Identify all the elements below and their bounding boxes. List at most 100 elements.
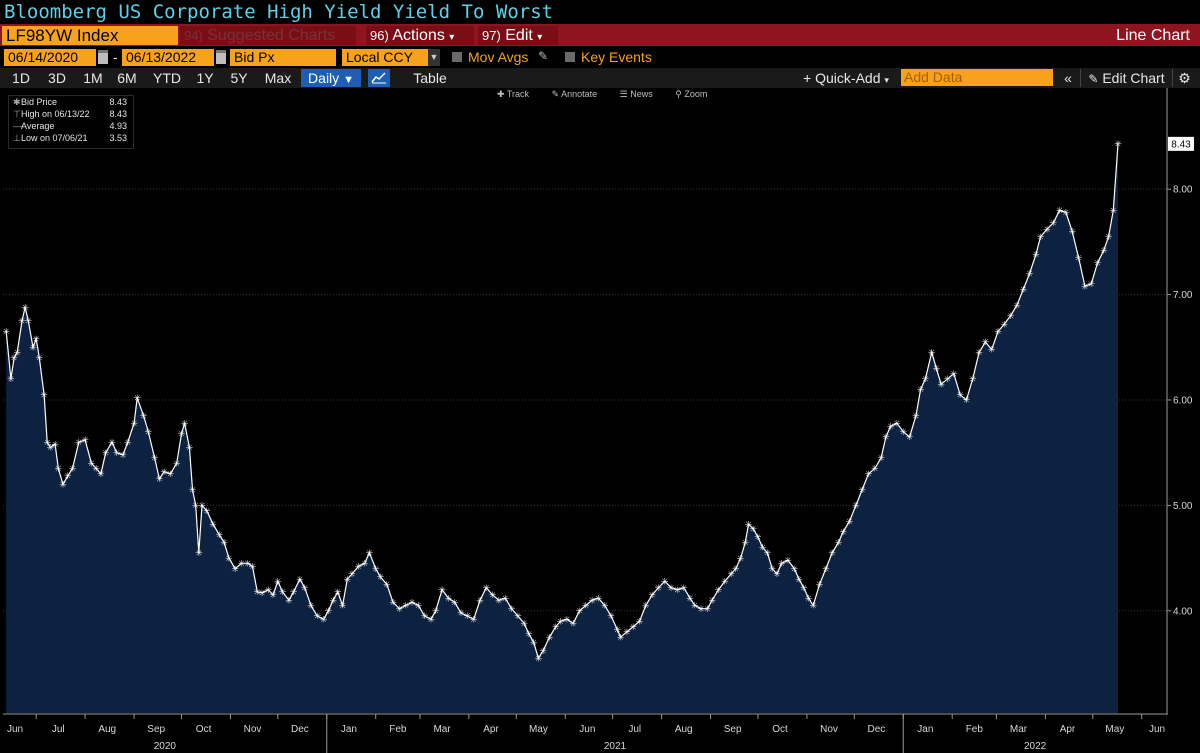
data-point: ✳ [1110,206,1118,216]
quick-add-button[interactable]: + Quick-Add ▾ [796,69,896,87]
data-point: ✳ [667,584,675,594]
data-point: ✳ [173,459,181,469]
data-point: ✳ [928,349,936,359]
data-point: ✳ [133,394,141,404]
data-point: ✳ [377,573,385,583]
data-point: ✳ [216,531,224,541]
data-point: ✳ [451,599,459,609]
gear-icon[interactable]: ⚙ [1172,69,1196,87]
end-date-field[interactable]: 06/13/2022 [122,49,214,66]
data-point: ✳ [334,588,342,598]
data-point: ✳ [655,584,663,594]
data-point: ✳ [339,602,347,612]
data-point: ✳ [539,647,547,657]
line-chart-icon[interactable] [368,69,390,87]
edit-menu[interactable]: 97) Edit ▾ [478,26,558,45]
annotate-tool[interactable]: ✎ Annotate [551,89,598,99]
range-6m-button[interactable]: 6M [117,70,137,86]
x-tick-label: Jan [341,724,357,735]
range-1d-button[interactable]: 1D [12,70,30,86]
x-tick-label: Mar [1010,724,1028,735]
data-point: ✳ [749,525,757,535]
x-tick-label: Sep [147,724,165,735]
data-point: ✳ [906,433,914,443]
data-point: ✳ [355,563,363,573]
legend-label: Bid Price [21,97,58,107]
data-point: ✳ [415,602,423,612]
x-tick-label: Feb [966,724,984,735]
chevron-down-icon[interactable]: ▼ [428,49,440,66]
data-point: ✳ [835,538,843,548]
field-selector[interactable]: Bid Px [230,49,336,66]
actions-number: 96) [370,28,389,43]
data-point: ✳ [254,588,262,598]
chart-type-label[interactable]: Line Chart [1116,27,1190,44]
high-marker-icon: ⊤ [13,109,21,119]
data-point: ✳ [231,565,239,575]
data-point: ✳ [1043,225,1051,235]
suggested-charts-menu[interactable]: 94) Suggested Charts [180,26,356,45]
data-point: ✳ [865,470,873,480]
actions-menu[interactable]: 96) Actions ▾ [366,26,474,45]
pencil-icon[interactable]: ✎ [538,49,549,63]
data-point: ✳ [1056,206,1064,216]
legend-value: 8.43 [109,109,127,119]
data-point: ✳ [457,609,465,619]
data-point: ✳ [470,615,478,625]
data-point: ✳ [1020,286,1028,296]
add-data-input[interactable]: Add Data [901,69,1053,86]
news-tool[interactable]: ☰ News [619,89,653,99]
data-point: ✳ [427,615,435,625]
x-tick-label: Jun [1149,724,1165,735]
chart-area[interactable]: ✳ ✳ ✳ ✳ ✳ ✳ ✳ ✳ ✳ ✳ ✳ ✳ ✳ ✳ ✳ ✳ ✳ ✳ ✳ ✳ ✳ ✳ ✳ ✳ ✳ ✳ ✳ ✳ ✳ ✳ ✳ ✳ ✳ ✳ ✳ ✳ ✳ ✳ ✳ ✳… [0,88,1200,753]
periodicity-dropdown[interactable]: Daily ▼ [301,69,361,87]
mov-avgs-label[interactable]: Mov Avgs [468,49,529,65]
key-events-label[interactable]: Key Events [581,49,652,65]
track-tool[interactable]: ✚ Track [497,89,530,99]
edit-chart-button[interactable]: ✎ Edit Chart [1080,69,1172,87]
range-ytd-button[interactable]: YTD [153,70,181,86]
y-tick-label: 6.00 [1173,395,1193,406]
data-point: ✳ [476,596,484,606]
range-max-button[interactable]: Max [264,70,292,86]
x-tick-label: Jul [628,724,641,735]
data-point: ✳ [220,538,228,548]
line-chart[interactable]: ✳ ✳ ✳ ✳ ✳ ✳ ✳ ✳ ✳ ✳ ✳ ✳ ✳ ✳ ✳ ✳ ✳ ✳ ✳ ✳ ✳ ✳ ✳ ✳ ✳ ✳ ✳ ✳ ✳ ✳ ✳ ✳ ✳ ✳ ✳ ✳ ✳ ✳ ✳ ✳… [0,88,1200,753]
range-1y-button[interactable]: 1Y [196,70,214,86]
x-tick-label: Mar [433,724,451,735]
data-point: ✳ [994,328,1002,338]
calendar-icon[interactable] [216,50,226,64]
data-point: ✳ [877,454,885,464]
data-point: ✳ [982,338,990,348]
data-point: ✳ [1105,233,1113,243]
year-label: 2020 [154,741,177,752]
data-point: ✳ [69,465,77,475]
collapse-icon[interactable]: « [1064,70,1072,86]
data-point: ✳ [249,563,257,573]
data-point: ✳ [1114,140,1122,150]
data-point: ✳ [198,502,206,512]
zoom-tool[interactable]: ⚲ Zoom [675,89,708,99]
data-point: ✳ [887,423,895,433]
data-point: ✳ [47,444,55,454]
data-point: ✳ [88,459,96,469]
start-date-field[interactable]: 06/14/2020 [4,49,96,66]
data-point: ✳ [778,560,786,570]
data-point: ✳ [1075,254,1083,264]
table-button[interactable]: Table [413,70,447,86]
data-point: ✳ [617,633,625,643]
x-tick-label: Aug [98,724,116,735]
calendar-icon[interactable] [98,50,108,64]
range-3d-button[interactable]: 3D [48,70,66,86]
key-events-checkbox[interactable] [565,52,575,62]
data-point: ✳ [629,623,637,633]
ticker-field[interactable]: LF98YW Index [2,26,178,45]
currency-selector[interactable]: Local CCY [342,49,428,66]
range-5y-button[interactable]: 5Y [230,70,248,86]
legend-value: 4.93 [109,121,127,131]
mov-avgs-checkbox[interactable] [452,52,462,62]
data-point: ✳ [871,465,879,475]
range-1m-button[interactable]: 1M [83,70,103,86]
range-bar: 1D 3D 1M 6M YTD 1Y 5Y Max Daily ▼ Table … [0,68,1200,88]
data-point: ✳ [922,375,930,385]
